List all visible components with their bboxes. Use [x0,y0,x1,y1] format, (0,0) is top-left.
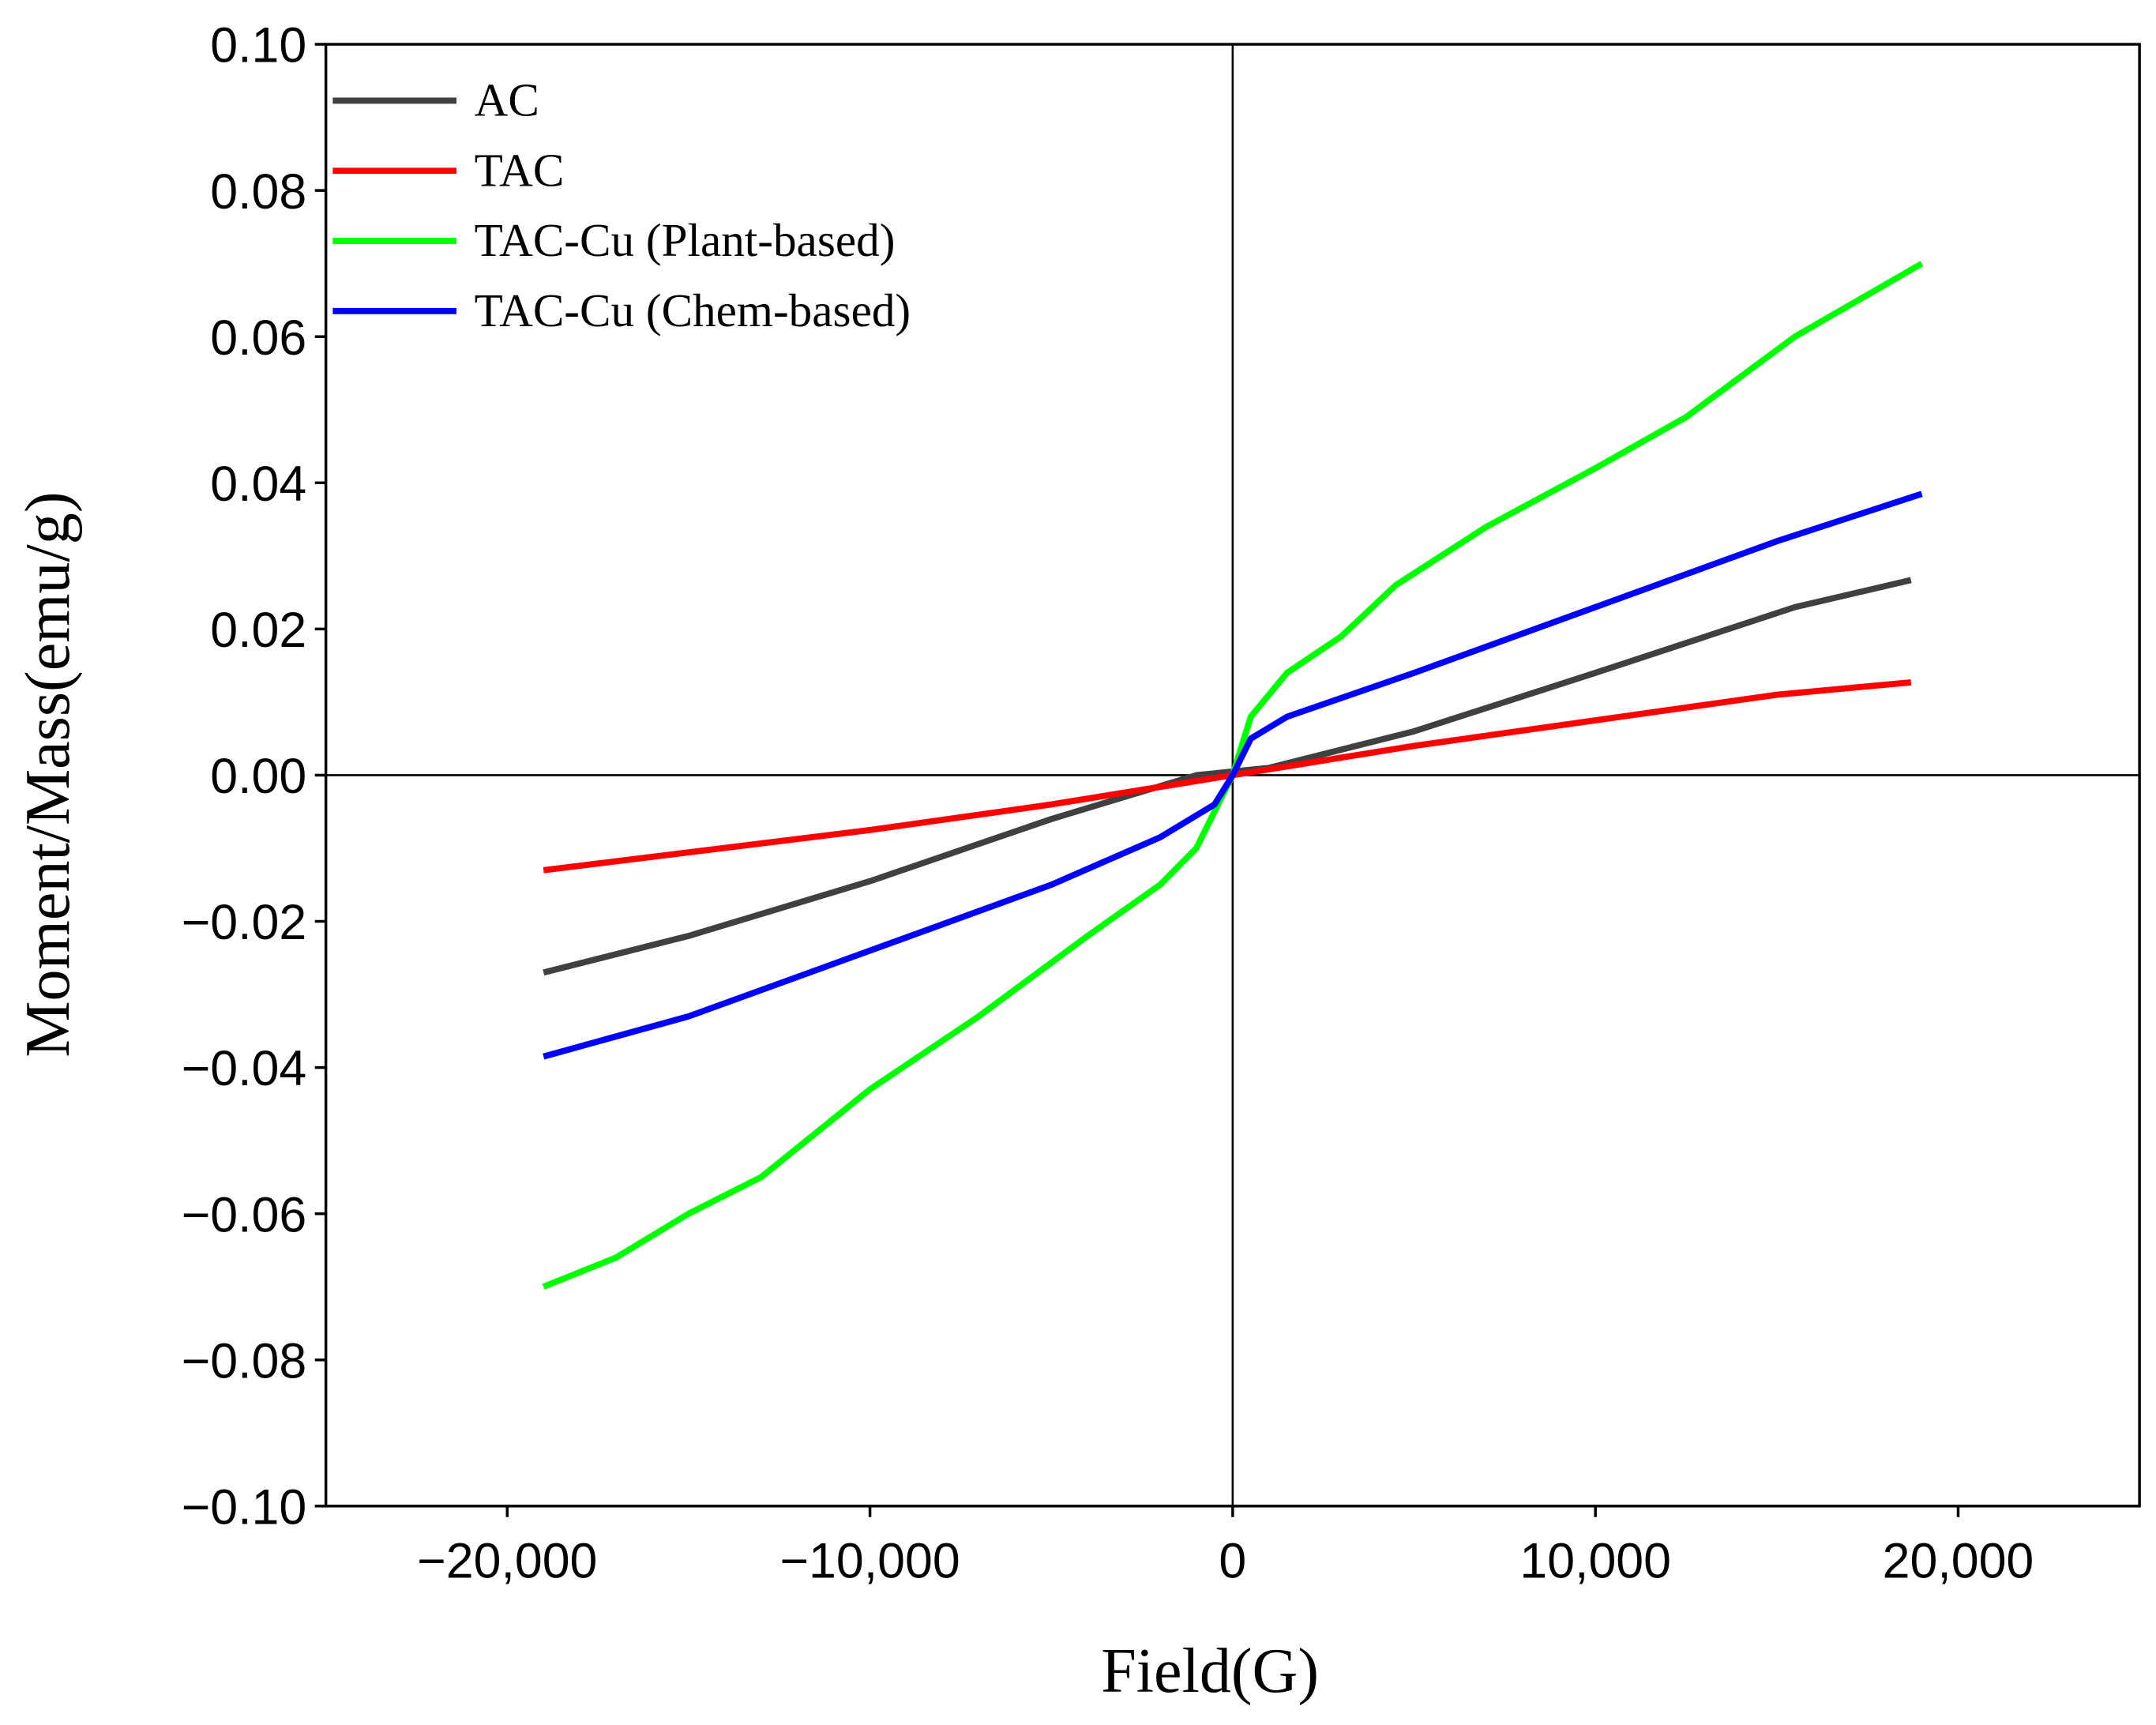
x-tick-label: −20,000 [417,1533,597,1588]
y-tick-label: 0.04 [210,457,306,512]
y-tick-label: −0.04 [182,1041,307,1096]
y-tick-label: −0.02 [182,895,307,950]
y-tick-label: 0.06 [210,310,306,366]
x-tick-label: 20,000 [1883,1533,2034,1588]
y-tick-label: 0.08 [210,164,306,220]
x-tick-label: −10,000 [779,1533,960,1588]
data-line [543,490,1923,1060]
x-tick-label: 10,000 [1519,1533,1671,1588]
y-tick-label: −0.06 [182,1187,307,1242]
legend-label: AC [475,74,539,126]
y-tick-label: −0.08 [182,1333,307,1389]
legend-label: TAC-Cu (Chem-based) [475,284,911,336]
y-tick-label: 0.00 [210,749,306,804]
y-axis-title: Moment/Mass(emu/g) [13,491,83,1057]
y-tick-label: 0.10 [210,18,306,73]
y-tick-label: −0.10 [182,1479,307,1535]
x-axis-title: Field(G) [1101,1637,1319,1706]
x-tick-label: 0 [1219,1533,1246,1588]
legend-label: TAC [475,144,565,196]
y-tick-label: 0.02 [210,603,306,658]
data-line [543,679,1912,874]
legend-label: TAC-Cu (Plant-based) [475,214,896,266]
